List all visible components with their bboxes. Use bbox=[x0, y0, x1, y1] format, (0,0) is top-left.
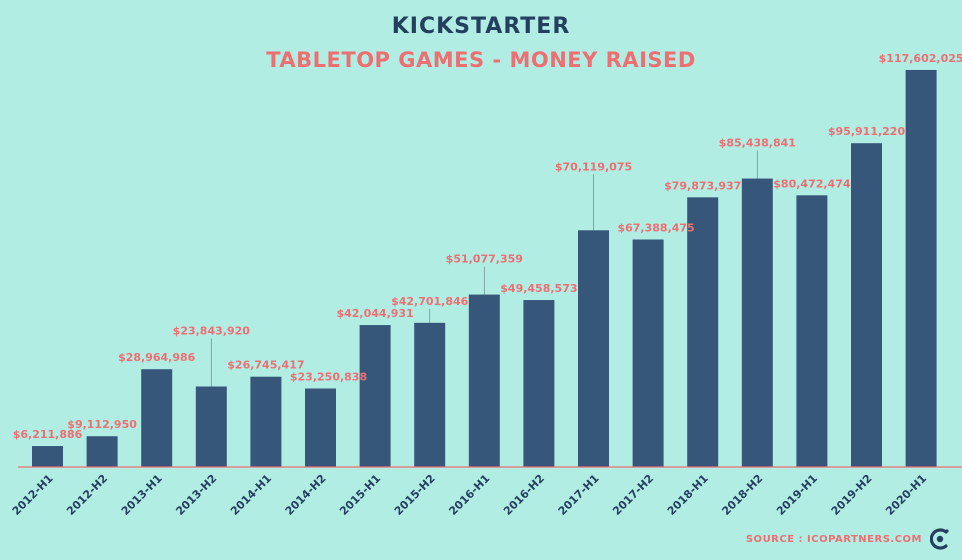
data-label-2019-H1: $80,472,474 bbox=[773, 177, 851, 190]
data-label-2012-H1: $6,211,886 bbox=[13, 428, 83, 441]
data-label-2013-H1: $28,964,986 bbox=[118, 351, 196, 364]
icopartners-logo-icon bbox=[930, 528, 949, 550]
label-leader-lines bbox=[210, 150, 758, 387]
data-label-2015-H2: $42,701,846 bbox=[391, 295, 469, 308]
data-label-2020-H1: $117,602,025 bbox=[879, 52, 962, 65]
data-label-2016-H1: $51,077,359 bbox=[446, 253, 523, 266]
x-tick-label-2018-H1: 2018-H1 bbox=[665, 472, 711, 518]
x-tick-label-2013-H2: 2013-H2 bbox=[173, 472, 219, 518]
x-axis-tick-labels: 2012-H1 2012-H2 2013-H1 2013-H2 2014-H1 2014-… bbox=[10, 472, 930, 518]
data-label-2018-H2: $85,438,841 bbox=[719, 137, 796, 150]
bar-2012-H1 bbox=[32, 446, 63, 467]
bar-2013-H2 bbox=[195, 386, 227, 467]
bar-2014-H1 bbox=[250, 376, 282, 467]
bar-2019-H2 bbox=[851, 143, 882, 467]
bar-2018-H1 bbox=[687, 197, 719, 467]
x-tick-label-2012-H2: 2012-H2 bbox=[64, 472, 110, 518]
bar-2015-H1 bbox=[359, 325, 391, 467]
data-labels: $6,211,886$9,112,950 $28,964,986 $23,843,9… bbox=[13, 52, 962, 441]
bar-2016-H1 bbox=[468, 294, 500, 467]
data-label-2017-H1: $70,119,075 bbox=[555, 160, 632, 173]
kickstarter-logo: KICKSTARTER bbox=[391, 14, 571, 39]
bar-2017-H2 bbox=[632, 239, 664, 467]
source-credit: SOURCE : ICOPARTNERS.COM bbox=[745, 534, 922, 545]
x-tick-label-2019-H2: 2019-H2 bbox=[829, 472, 875, 518]
data-label-2014-H1: $26,745,417 bbox=[227, 359, 304, 372]
bar-2018-H2 bbox=[741, 178, 773, 467]
data-label-2014-H2: $23,250,838 bbox=[290, 371, 367, 384]
x-tick-label-2016-H2: 2016-H2 bbox=[501, 472, 547, 518]
bar-2020-H1 bbox=[905, 69, 937, 468]
x-tick-label-2013-H1: 2013-H1 bbox=[119, 472, 165, 518]
x-tick-label-2015-H1: 2015-H1 bbox=[337, 472, 383, 518]
x-tick-label-2014-H2: 2014-H2 bbox=[283, 472, 329, 518]
bar-2016-H2 bbox=[523, 300, 555, 467]
bar-2013-H1 bbox=[141, 369, 173, 467]
bar-2017-H1 bbox=[578, 230, 609, 467]
x-tick-label-2017-H2: 2017-H2 bbox=[610, 472, 656, 518]
chart-title: TABLETOP GAMES - MONEY RAISED bbox=[266, 48, 696, 72]
x-tick-label-2017-H1: 2017-H1 bbox=[556, 472, 602, 518]
x-tick-label-2016-H1: 2016-H1 bbox=[446, 472, 492, 518]
data-label-2019-H2: $95,911,220 bbox=[828, 125, 906, 138]
bar-2015-H2 bbox=[414, 322, 446, 467]
x-tick-label-2014-H1: 2014-H1 bbox=[228, 472, 274, 518]
data-label-2013-H2: $23,843,920 bbox=[173, 325, 251, 338]
x-tick-label-2018-H2: 2018-H2 bbox=[719, 472, 765, 518]
data-label-2018-H1: $79,873,937 bbox=[664, 179, 741, 192]
data-label-2015-H1: $42,044,931 bbox=[336, 307, 413, 320]
x-tick-label-2020-H1: 2020-H1 bbox=[883, 472, 929, 518]
x-tick-label-2012-H1: 2012-H1 bbox=[10, 472, 56, 518]
bars bbox=[32, 69, 937, 468]
data-label-2016-H2: $49,458,573 bbox=[500, 282, 577, 295]
data-label-2017-H2: $67,388,475 bbox=[617, 221, 694, 234]
x-tick-label-2015-H2: 2015-H2 bbox=[392, 472, 438, 518]
data-label-2012-H2: $9,112,950 bbox=[67, 418, 137, 431]
bar-2012-H2 bbox=[86, 436, 118, 467]
bar-2014-H2 bbox=[305, 388, 336, 467]
x-tick-label-2019-H1: 2019-H1 bbox=[774, 472, 820, 518]
bar-2019-H1 bbox=[796, 195, 828, 467]
